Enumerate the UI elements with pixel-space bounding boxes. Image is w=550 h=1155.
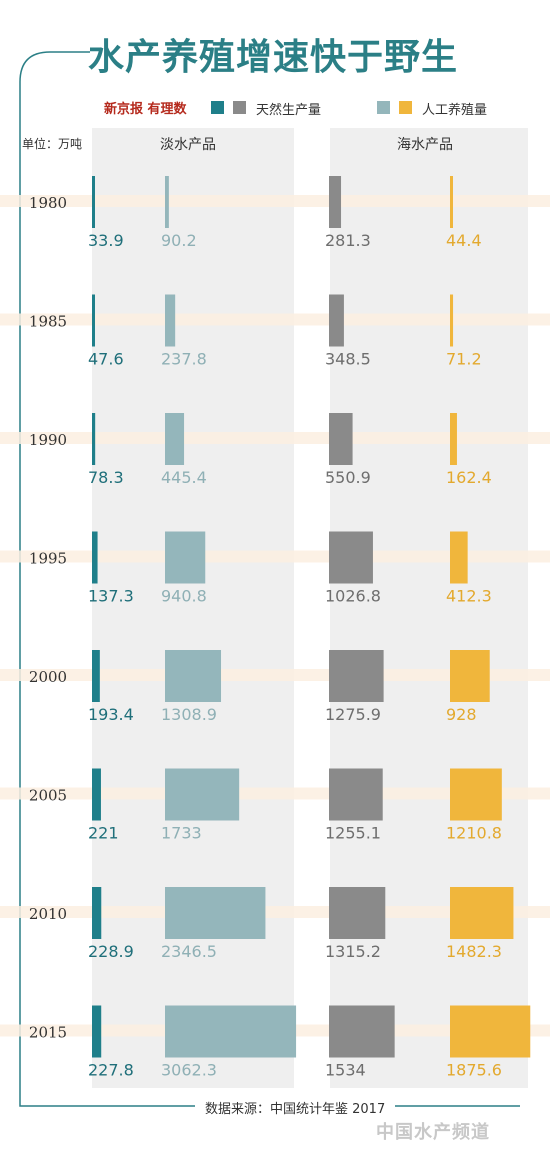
bar-value-label: 44.4 [446, 231, 482, 250]
bar-value-label: 137.3 [88, 587, 134, 606]
column-header-marine: 海水产品 [397, 137, 453, 153]
bar [329, 887, 386, 939]
bar [450, 887, 514, 939]
bar-value-label: 1210.8 [446, 824, 502, 843]
bar [165, 887, 266, 939]
row-stripe [0, 669, 550, 681]
bar-value-label: 227.8 [88, 1061, 134, 1080]
bar-value-label: 228.9 [88, 942, 134, 961]
bar-value-label: 1482.3 [446, 942, 502, 961]
bar [329, 1005, 395, 1058]
bar-value-label: 1875.6 [446, 1061, 502, 1080]
bar [450, 413, 457, 465]
bar-value-label: 193.4 [88, 705, 134, 724]
source-label: 数据来源：中国统计年鉴 2017 [205, 1102, 386, 1117]
bar-value-label: 1315.2 [325, 942, 381, 961]
bar-value-label: 348.5 [325, 350, 371, 369]
bar [450, 294, 454, 347]
bar-value-label: 78.3 [88, 468, 124, 487]
row-stripe [0, 195, 550, 207]
bar-value-label: 1534 [325, 1061, 366, 1080]
year-tick-label: 2010 [29, 905, 67, 923]
bar-value-label: 445.4 [161, 468, 207, 487]
bar [165, 1005, 297, 1058]
bar [165, 650, 222, 702]
legend-label-farmed: 人工养殖量 [422, 103, 488, 118]
year-tick-label: 2015 [29, 1024, 67, 1042]
legend-swatch-wild-marine [233, 101, 246, 114]
bar [92, 176, 95, 228]
bar-value-label: 221 [88, 824, 119, 843]
bar-value-label: 1275.9 [325, 705, 381, 724]
bar-value-label: 940.8 [161, 587, 207, 606]
row-stripe [0, 906, 550, 918]
bar [92, 650, 100, 702]
bar-value-label: 281.3 [325, 231, 371, 250]
bar-value-label: 928 [446, 705, 477, 724]
unit-label: 单位：万吨 [22, 137, 83, 151]
page-title: 水产养殖增速快于野生 [88, 37, 459, 78]
brand-logo: 新京报 有理数 [104, 102, 187, 117]
year-tick-label: 2000 [29, 668, 67, 686]
bar-value-label: 71.2 [446, 350, 482, 369]
bar [329, 413, 353, 465]
legend-swatch-farmed-fresh [377, 101, 390, 114]
bar [165, 531, 206, 584]
bar [165, 413, 185, 465]
bar-value-label: 237.8 [161, 350, 207, 369]
bar-value-label: 162.4 [446, 468, 492, 487]
bar [329, 531, 373, 584]
bar [450, 176, 453, 228]
bar-value-label: 3062.3 [161, 1061, 217, 1080]
bar-value-label: 550.9 [325, 468, 371, 487]
row-stripe [0, 550, 550, 563]
column-header-freshwater: 淡水产品 [160, 137, 216, 153]
year-tick-label: 1980 [29, 194, 67, 212]
bar-value-label: 47.6 [88, 350, 124, 369]
bar-value-label: 33.9 [88, 231, 124, 250]
bar [329, 176, 342, 228]
row-stripe [0, 787, 550, 800]
bar-value-label: 1733 [161, 824, 202, 843]
bar [450, 1005, 531, 1058]
year-tick-label: 1990 [29, 431, 67, 449]
bar [165, 768, 240, 821]
legend-swatch-farmed-marine [399, 101, 412, 114]
bar [165, 294, 176, 347]
bar-value-label: 2346.5 [161, 942, 217, 961]
bar [92, 294, 95, 347]
bar [329, 768, 383, 821]
watermark-logo: 中国水产频道 [376, 1122, 490, 1143]
bar [92, 1005, 102, 1058]
bar [450, 650, 490, 702]
bar [450, 531, 468, 584]
bar [92, 887, 102, 939]
row-stripe [0, 313, 550, 326]
bar [165, 176, 169, 228]
bar [329, 294, 344, 347]
bar-value-label: 1308.9 [161, 705, 217, 724]
legend-swatch-wild-fresh [211, 101, 224, 114]
year-tick-label: 1985 [29, 313, 67, 331]
bar-value-label: 90.2 [161, 231, 197, 250]
bar-value-label: 1255.1 [325, 824, 381, 843]
bar [92, 413, 96, 465]
year-tick-label: 1995 [29, 550, 67, 568]
bar [92, 768, 101, 821]
bar-value-label: 1026.8 [325, 587, 381, 606]
row-stripe [0, 432, 550, 444]
legend-label-wild: 天然生产量 [256, 103, 322, 118]
bar [92, 531, 98, 584]
bar [450, 768, 502, 821]
bar-value-label: 412.3 [446, 587, 492, 606]
bar [329, 650, 384, 702]
year-tick-label: 2005 [29, 787, 67, 805]
